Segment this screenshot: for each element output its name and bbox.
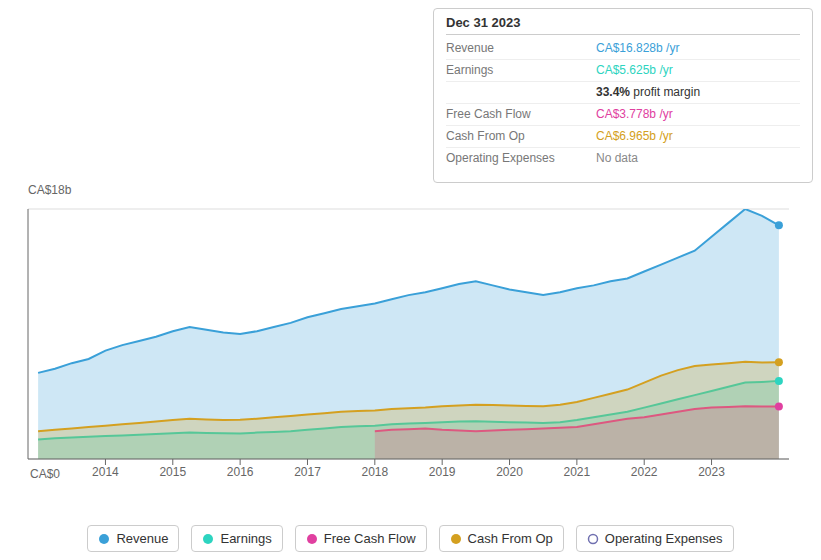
html-text:CA$0: CA$0	[30, 467, 60, 481]
html-text:No data: No data	[596, 151, 638, 165]
html-text:33.4% profit margin: 33.4% profit margin	[596, 85, 701, 99]
svg-text:2021: 2021	[564, 465, 591, 479]
svg-text:2020: 2020	[496, 465, 523, 479]
html-text:Dec 31 2023: Dec 31 2023	[446, 15, 521, 30]
svg-text:2022: 2022	[631, 465, 658, 479]
svg-text:2018: 2018	[361, 465, 388, 479]
html-text:Cash From Op: Cash From Op	[467, 531, 553, 546]
html-text:CA$16.828b /yr: CA$16.828b /yr	[596, 41, 680, 55]
html-text:CA$6.965b /yr: CA$6.965b /yr	[596, 129, 673, 143]
html-text:Operating Expenses: Operating Expenses	[604, 531, 723, 546]
html-text:Earnings: Earnings	[220, 531, 272, 546]
svg-text:2014: 2014	[92, 465, 119, 479]
svg-text:2016: 2016	[227, 465, 254, 479]
svg-text:2015: 2015	[159, 465, 186, 479]
html-text:CA$5.625b /yr: CA$5.625b /yr	[596, 63, 673, 77]
html-text:Revenue: Revenue	[116, 531, 169, 546]
svg-text:2019: 2019	[429, 465, 456, 479]
html-text:Revenue: Revenue	[446, 41, 494, 55]
html-text:Earnings: Earnings	[446, 63, 494, 77]
html-text:CA$3.778b /yr: CA$3.778b /yr	[596, 107, 673, 121]
html-text:Free Cash Flow: Free Cash Flow	[446, 107, 531, 121]
html-text:CA$18b: CA$18b	[28, 183, 72, 197]
svg-text:2017: 2017	[294, 465, 321, 479]
html-text:Cash From Op: Cash From Op	[446, 129, 525, 143]
svg-text:2023: 2023	[698, 465, 725, 479]
html-text:Free Cash Flow: Free Cash Flow	[323, 531, 416, 546]
html-text:Operating Expenses: Operating Expenses	[446, 151, 555, 165]
